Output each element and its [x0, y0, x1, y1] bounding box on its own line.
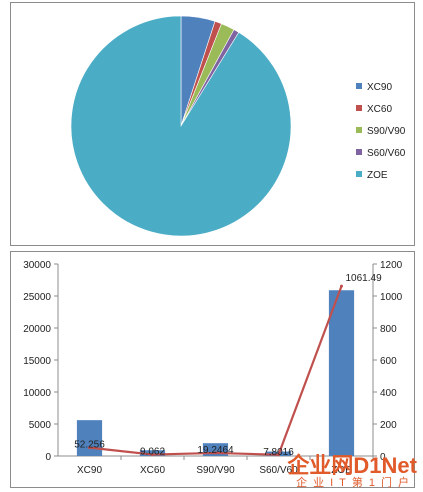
x-tick-label-4: ZOE [331, 465, 352, 476]
right-tick-label-1: 200 [380, 420, 397, 431]
pie-chart: XC90 XC60 S90/V90 S60/V60 ZOE [70, 15, 406, 237]
line-data-label-3: 7.8016 [263, 447, 294, 458]
left-tick-label-2: 10000 [23, 388, 51, 399]
legend-label-4: ZOE [367, 170, 388, 181]
legend-label-3: S60/V60 [367, 148, 406, 159]
pie-slice-4 [70, 15, 292, 237]
right-tick-label-3: 600 [380, 356, 397, 367]
legend-swatch-1 [356, 105, 362, 111]
left-tick-label-6: 30000 [23, 260, 51, 271]
watermark-sub: 企业IT第1门户 [296, 477, 415, 489]
line-data-label-2: 19.2464 [197, 445, 234, 456]
right-tick-label-5: 1000 [380, 292, 403, 303]
left-tick-label-3: 15000 [23, 356, 51, 367]
bar-4 [328, 290, 355, 456]
bar-0 [76, 420, 103, 456]
legend-swatch-4 [356, 171, 362, 177]
legend-swatch-0 [356, 83, 362, 89]
legend-label-1: XC60 [367, 104, 392, 115]
left-tick-label-0: 0 [45, 452, 51, 463]
watermark-main: 企业网D1Net [287, 453, 417, 478]
legend-swatch-2 [356, 127, 362, 133]
line-data-label-1: 9.062 [140, 447, 165, 458]
line-point-0 [88, 446, 91, 450]
line-data-label-0: 52.256 [74, 440, 105, 451]
left-tick-label-5: 25000 [23, 292, 51, 303]
right-tick-label-4: 800 [380, 324, 397, 335]
right-tick-label-0: 0 [380, 452, 386, 463]
combo-chart-panel: 0 5000 10000 15000 20000 25000 30000 0 200 400 600… [10, 251, 415, 488]
right-tick-label-6: 1200 [380, 260, 403, 271]
watermark-logo: 企业网D1Net 企业IT第1门户 [257, 448, 417, 489]
legend-label-0: XC90 [367, 82, 392, 93]
legend-swatch-3 [356, 149, 362, 155]
legend-label-2: S90/V90 [367, 126, 406, 137]
combo-chart: 0 5000 10000 15000 20000 25000 30000 0 200 400 600… [23, 260, 403, 476]
line-point-2 [214, 451, 217, 455]
line-data-label-4: 1061.49 [346, 273, 383, 284]
line-point-3 [277, 453, 280, 457]
right-tick-label-2: 400 [380, 388, 397, 399]
x-tick-label-3: S60/V60 [259, 465, 298, 476]
x-tick-label-2: S90/V90 [196, 465, 235, 476]
x-tick-label-0: XC90 [77, 465, 102, 476]
line-point-1 [151, 453, 154, 457]
line-point-4 [340, 284, 343, 288]
pie-chart-panel: XC90 XC60 S90/V90 S60/V60 ZOE [10, 2, 415, 246]
line-series [89, 285, 343, 456]
x-tick-label-1: XC60 [140, 465, 165, 476]
left-tick-label-1: 5000 [29, 420, 52, 431]
left-tick-label-4: 20000 [23, 324, 51, 335]
